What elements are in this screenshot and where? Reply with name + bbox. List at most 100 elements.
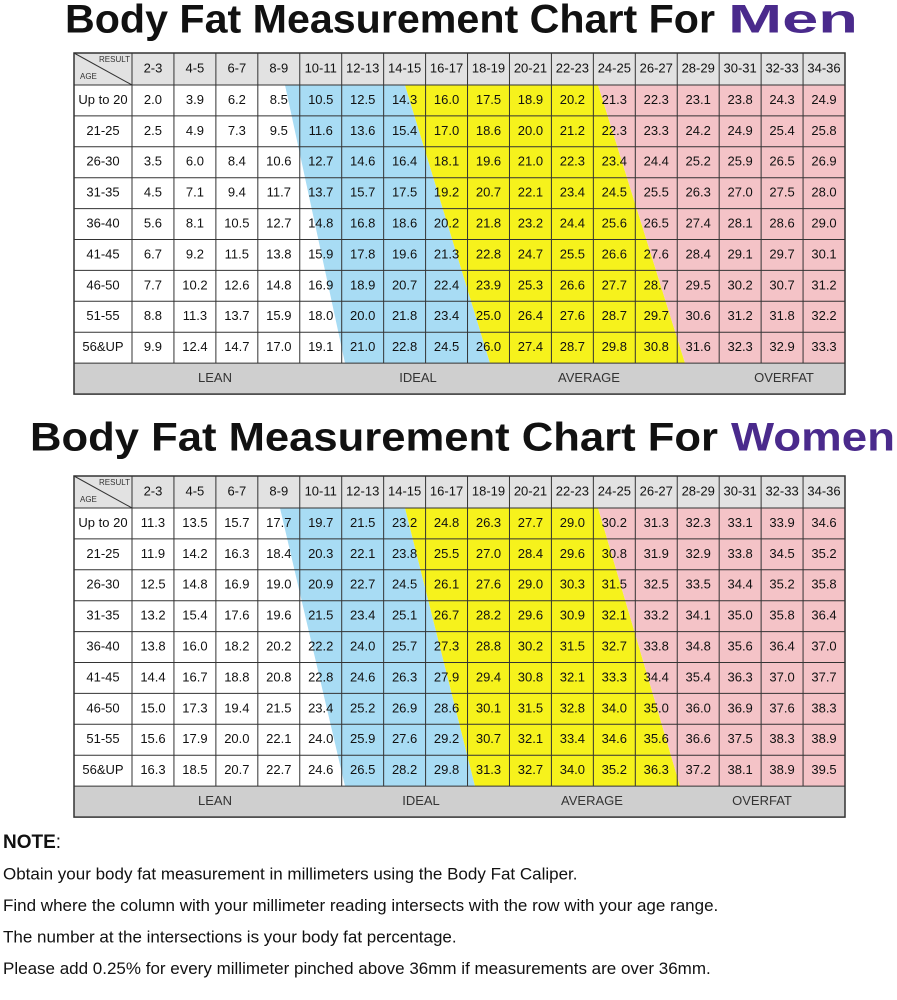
body-fat-value: 31.9	[644, 546, 669, 561]
category-label: AVERAGE	[558, 370, 620, 385]
body-fat-value: 14.2	[182, 546, 207, 561]
body-fat-value: 18.0	[308, 308, 333, 323]
body-fat-value: 35.2	[811, 546, 836, 561]
body-fat-value: 18.8	[224, 669, 249, 684]
body-fat-value: 16.3	[140, 762, 165, 777]
body-fat-value: 29.0	[518, 577, 543, 592]
body-fat-value: 28.1	[727, 215, 752, 230]
body-fat-value: 19.4	[224, 700, 249, 715]
age-label: 46-50	[86, 700, 119, 715]
body-fat-value: 8.4	[228, 154, 246, 169]
body-fat-value: 22.7	[350, 577, 375, 592]
body-fat-value: 23.8	[727, 92, 752, 107]
body-fat-value: 20.7	[476, 185, 501, 200]
body-fat-value: 30.7	[769, 277, 794, 292]
body-fat-value: 16.3	[224, 546, 249, 561]
age-label: 26-30	[86, 577, 119, 592]
body-fat-value: 15.9	[308, 246, 333, 261]
body-fat-value: 27.6	[392, 731, 417, 746]
body-fat-value: 24.2	[686, 123, 711, 138]
age-label: 56&UP	[82, 762, 123, 777]
body-fat-value: 35.2	[602, 762, 627, 777]
body-fat-value: 25.6	[602, 215, 627, 230]
body-fat-value: 28.7	[644, 277, 669, 292]
category-label: IDEAL	[399, 370, 437, 385]
body-fat-value: 23.4	[434, 308, 459, 323]
table-footer-bg	[74, 363, 845, 395]
body-fat-value: 26.1	[434, 577, 459, 592]
body-fat-value: 20.7	[392, 277, 417, 292]
column-header: 2-3	[144, 483, 163, 498]
body-fat-value: 29.1	[727, 246, 752, 261]
age-label: 51-55	[86, 308, 119, 323]
body-fat-value: 26.9	[392, 700, 417, 715]
body-fat-value: 28.4	[686, 246, 711, 261]
body-fat-value: 13.5	[182, 515, 207, 530]
body-fat-value: 21.5	[350, 515, 375, 530]
body-fat-value: 38.9	[769, 762, 794, 777]
body-fat-value: 27.0	[476, 546, 501, 561]
body-fat-value: 29.8	[434, 762, 459, 777]
corner-result: RESULT	[99, 55, 130, 64]
band-ideal	[280, 508, 475, 787]
note-heading-text: NOTE	[3, 832, 56, 853]
body-fat-value: 29.7	[769, 246, 794, 261]
body-fat-value: 27.7	[518, 515, 543, 530]
body-fat-value: 31.3	[476, 762, 501, 777]
body-fat-value: 26.6	[602, 246, 627, 261]
column-header: 18-19	[472, 60, 505, 75]
body-fat-value: 24.4	[560, 215, 585, 230]
body-fat-value: 21.3	[434, 246, 459, 261]
column-header: 26-27	[640, 483, 673, 498]
body-fat-value: 7.1	[186, 185, 204, 200]
body-fat-value: 16.0	[182, 638, 207, 653]
body-fat-value: 24.6	[308, 762, 333, 777]
body-fat-value: 38.3	[811, 700, 836, 715]
body-fat-value: 12.6	[224, 277, 249, 292]
body-fat-value: 37.0	[811, 638, 836, 653]
body-fat-value: 8.5	[270, 92, 288, 107]
body-fat-value: 20.2	[266, 638, 291, 653]
band-overfat	[598, 85, 845, 364]
body-fat-value: 33.3	[811, 339, 836, 354]
body-fat-value: 33.9	[769, 515, 794, 530]
body-fat-value: 17.0	[434, 123, 459, 138]
body-fat-value: 26.3	[476, 515, 501, 530]
body-fat-value: 28.0	[811, 185, 836, 200]
body-fat-value: 32.8	[560, 700, 585, 715]
men-title: Body Fat Measurement Chart For	[65, 0, 715, 42]
body-fat-value: 17.7	[266, 515, 291, 530]
body-fat-value: 30.8	[602, 546, 627, 561]
body-fat-value: 15.0	[140, 700, 165, 715]
column-header: 16-17	[430, 60, 463, 75]
body-fat-value: 26.3	[686, 185, 711, 200]
body-fat-value: 21.8	[392, 308, 417, 323]
body-fat-value: 33.1	[727, 515, 752, 530]
body-fat-value: 22.2	[308, 638, 333, 653]
column-header: 22-23	[556, 483, 589, 498]
body-fat-value: 7.3	[228, 123, 246, 138]
body-fat-value: 14.7	[224, 339, 249, 354]
note-line: The number at the intersections is your …	[3, 927, 457, 946]
body-fat-value: 30.1	[811, 246, 836, 261]
body-fat-value: 3.5	[144, 154, 162, 169]
body-fat-value: 18.4	[266, 546, 291, 561]
body-fat-value: 25.8	[811, 123, 836, 138]
age-label: Up to 20	[78, 92, 127, 107]
body-fat-value: 33.5	[686, 577, 711, 592]
body-fat-value: 22.8	[392, 339, 417, 354]
body-fat-value: 28.2	[392, 762, 417, 777]
body-fat-value: 17.5	[476, 92, 501, 107]
body-fat-value: 29.2	[434, 731, 459, 746]
body-fat-value: 13.8	[266, 246, 291, 261]
body-fat-value: 25.3	[518, 277, 543, 292]
body-fat-value: 25.0	[476, 308, 501, 323]
column-header: 6-7	[227, 60, 246, 75]
body-fat-value: 36.3	[727, 669, 752, 684]
column-header: 20-21	[514, 483, 547, 498]
body-fat-value: 30.2	[602, 515, 627, 530]
body-fat-value: 16.0	[434, 92, 459, 107]
body-fat-value: 29.5	[686, 277, 711, 292]
body-fat-value: 24.5	[602, 185, 627, 200]
note-colon: :	[56, 832, 61, 853]
